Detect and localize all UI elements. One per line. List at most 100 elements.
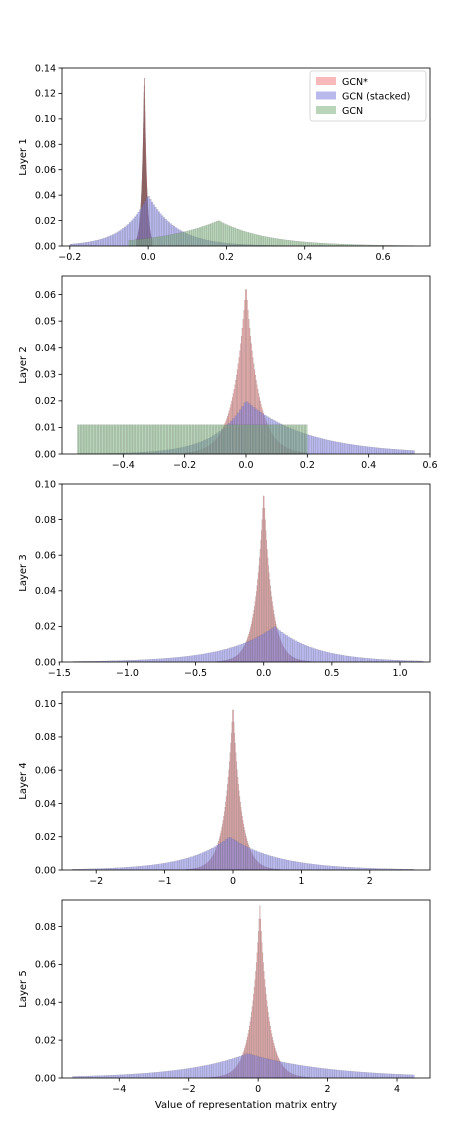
- histogram-bar: [371, 658, 375, 663]
- histogram-bar: [287, 424, 290, 455]
- histogram-bar: [93, 240, 96, 247]
- histogram-bar: [137, 424, 139, 455]
- histogram-bar: [275, 238, 278, 247]
- histogram-bar: [242, 424, 245, 455]
- histogram-bar: [145, 865, 148, 871]
- histogram-bar: [118, 230, 121, 247]
- histogram-bar: [183, 1068, 187, 1079]
- histogram-bar: [192, 424, 194, 455]
- histogram-bar: [247, 847, 251, 871]
- histogram-bar: [120, 1074, 123, 1079]
- histogram-bar: [233, 646, 237, 663]
- histogram-bar: [161, 424, 164, 455]
- histogram-bar: [142, 1073, 146, 1079]
- histogram-bar: [172, 1070, 176, 1079]
- histogram-bar: [147, 424, 150, 455]
- histogram-bar: [103, 237, 106, 247]
- histogram-bar: [268, 855, 271, 871]
- histogram-bar: [355, 657, 358, 663]
- histogram-bar: [364, 658, 368, 663]
- histogram-bar: [77, 424, 79, 455]
- histogram-bar: [122, 228, 125, 247]
- histogram-bar: [214, 221, 217, 247]
- histogram-bar: [158, 236, 162, 247]
- histogram-bar: [111, 1075, 114, 1079]
- histogram-bar: [288, 424, 291, 455]
- histogram-bar: [158, 863, 162, 871]
- histogram-bar: [231, 647, 235, 663]
- histogram-bar: [117, 1074, 121, 1079]
- histogram-bar: [176, 424, 179, 455]
- histogram-bar: [384, 1073, 388, 1079]
- histogram-bar: [120, 424, 122, 455]
- histogram-bar: [153, 237, 156, 247]
- histogram-bar: [183, 424, 185, 455]
- histogram-bar: [294, 240, 297, 247]
- histogram-bar: [186, 857, 189, 871]
- histogram-bar: [252, 424, 254, 455]
- axes-frame: [61, 483, 431, 663]
- histogram-bar: [140, 865, 144, 871]
- histogram-bar: [204, 851, 207, 871]
- histogram-bar: [229, 837, 232, 871]
- histogram-bar: [169, 424, 171, 455]
- histogram-bar: [154, 1072, 157, 1079]
- histogram-bar: [209, 424, 211, 455]
- histogram-bar: [170, 424, 173, 455]
- histogram-bar: [230, 424, 233, 455]
- y-tick-label: 0.04: [35, 799, 56, 810]
- histogram-bar: [200, 226, 203, 247]
- y-tick-label: 0.10: [35, 479, 56, 490]
- histogram-bar: [222, 1061, 226, 1079]
- histogram-bar: [120, 229, 123, 247]
- histogram-bar: [318, 1067, 322, 1079]
- histogram-bar: [246, 232, 249, 247]
- histogram-bar: [326, 439, 330, 455]
- histogram-bar: [293, 1064, 296, 1079]
- histogram-bar: [166, 658, 169, 663]
- histogram-bar: [156, 864, 160, 871]
- x-tick-label: 0.2: [300, 460, 315, 471]
- histogram-bar: [325, 865, 328, 871]
- histogram-bar: [114, 424, 116, 455]
- histogram-bar: [161, 863, 164, 871]
- histogram-bar: [213, 1063, 217, 1079]
- legend-label: GCN (stacked): [342, 92, 410, 103]
- histogram-bar: [327, 865, 331, 871]
- legend-label: GCN: [342, 106, 363, 117]
- histogram-bar: [105, 237, 108, 247]
- histogram-bar: [206, 1064, 210, 1079]
- x-tick-label: 0.6: [422, 460, 437, 471]
- histogram-bar: [300, 1065, 303, 1079]
- histogram-bar: [222, 840, 226, 871]
- histogram-bar: [78, 424, 81, 455]
- histogram-bar: [297, 241, 301, 247]
- y-tick-label: 0.06: [35, 765, 56, 776]
- histogram-bar: [155, 237, 158, 247]
- histogram-bar: [257, 235, 261, 247]
- histogram-bar: [327, 1068, 331, 1079]
- histogram-bar: [195, 228, 198, 247]
- histogram-bar: [356, 445, 359, 455]
- histogram-bar: [342, 443, 346, 455]
- histogram-bar: [253, 424, 256, 455]
- histogram-bar: [302, 424, 305, 455]
- histogram-bar: [266, 1058, 269, 1079]
- histogram-bar: [362, 657, 365, 663]
- histogram-bar: [394, 449, 397, 455]
- histogram-bar: [161, 1071, 164, 1079]
- histogram-bar: [80, 424, 83, 455]
- histogram-bar: [201, 654, 204, 663]
- histogram-bar: [193, 229, 196, 247]
- histogram-bar: [131, 866, 134, 871]
- histogram-bar: [176, 233, 179, 247]
- histogram-bar: [223, 223, 226, 247]
- histogram-bar: [168, 234, 171, 247]
- x-tick-label: 0.6: [375, 252, 390, 263]
- histogram-bar: [282, 239, 285, 247]
- histogram-bar: [195, 855, 198, 871]
- histogram-bar: [217, 650, 221, 663]
- histogram-bar: [218, 843, 221, 871]
- y-tick-label: 0.08: [35, 140, 56, 151]
- histogram-bar: [289, 638, 293, 663]
